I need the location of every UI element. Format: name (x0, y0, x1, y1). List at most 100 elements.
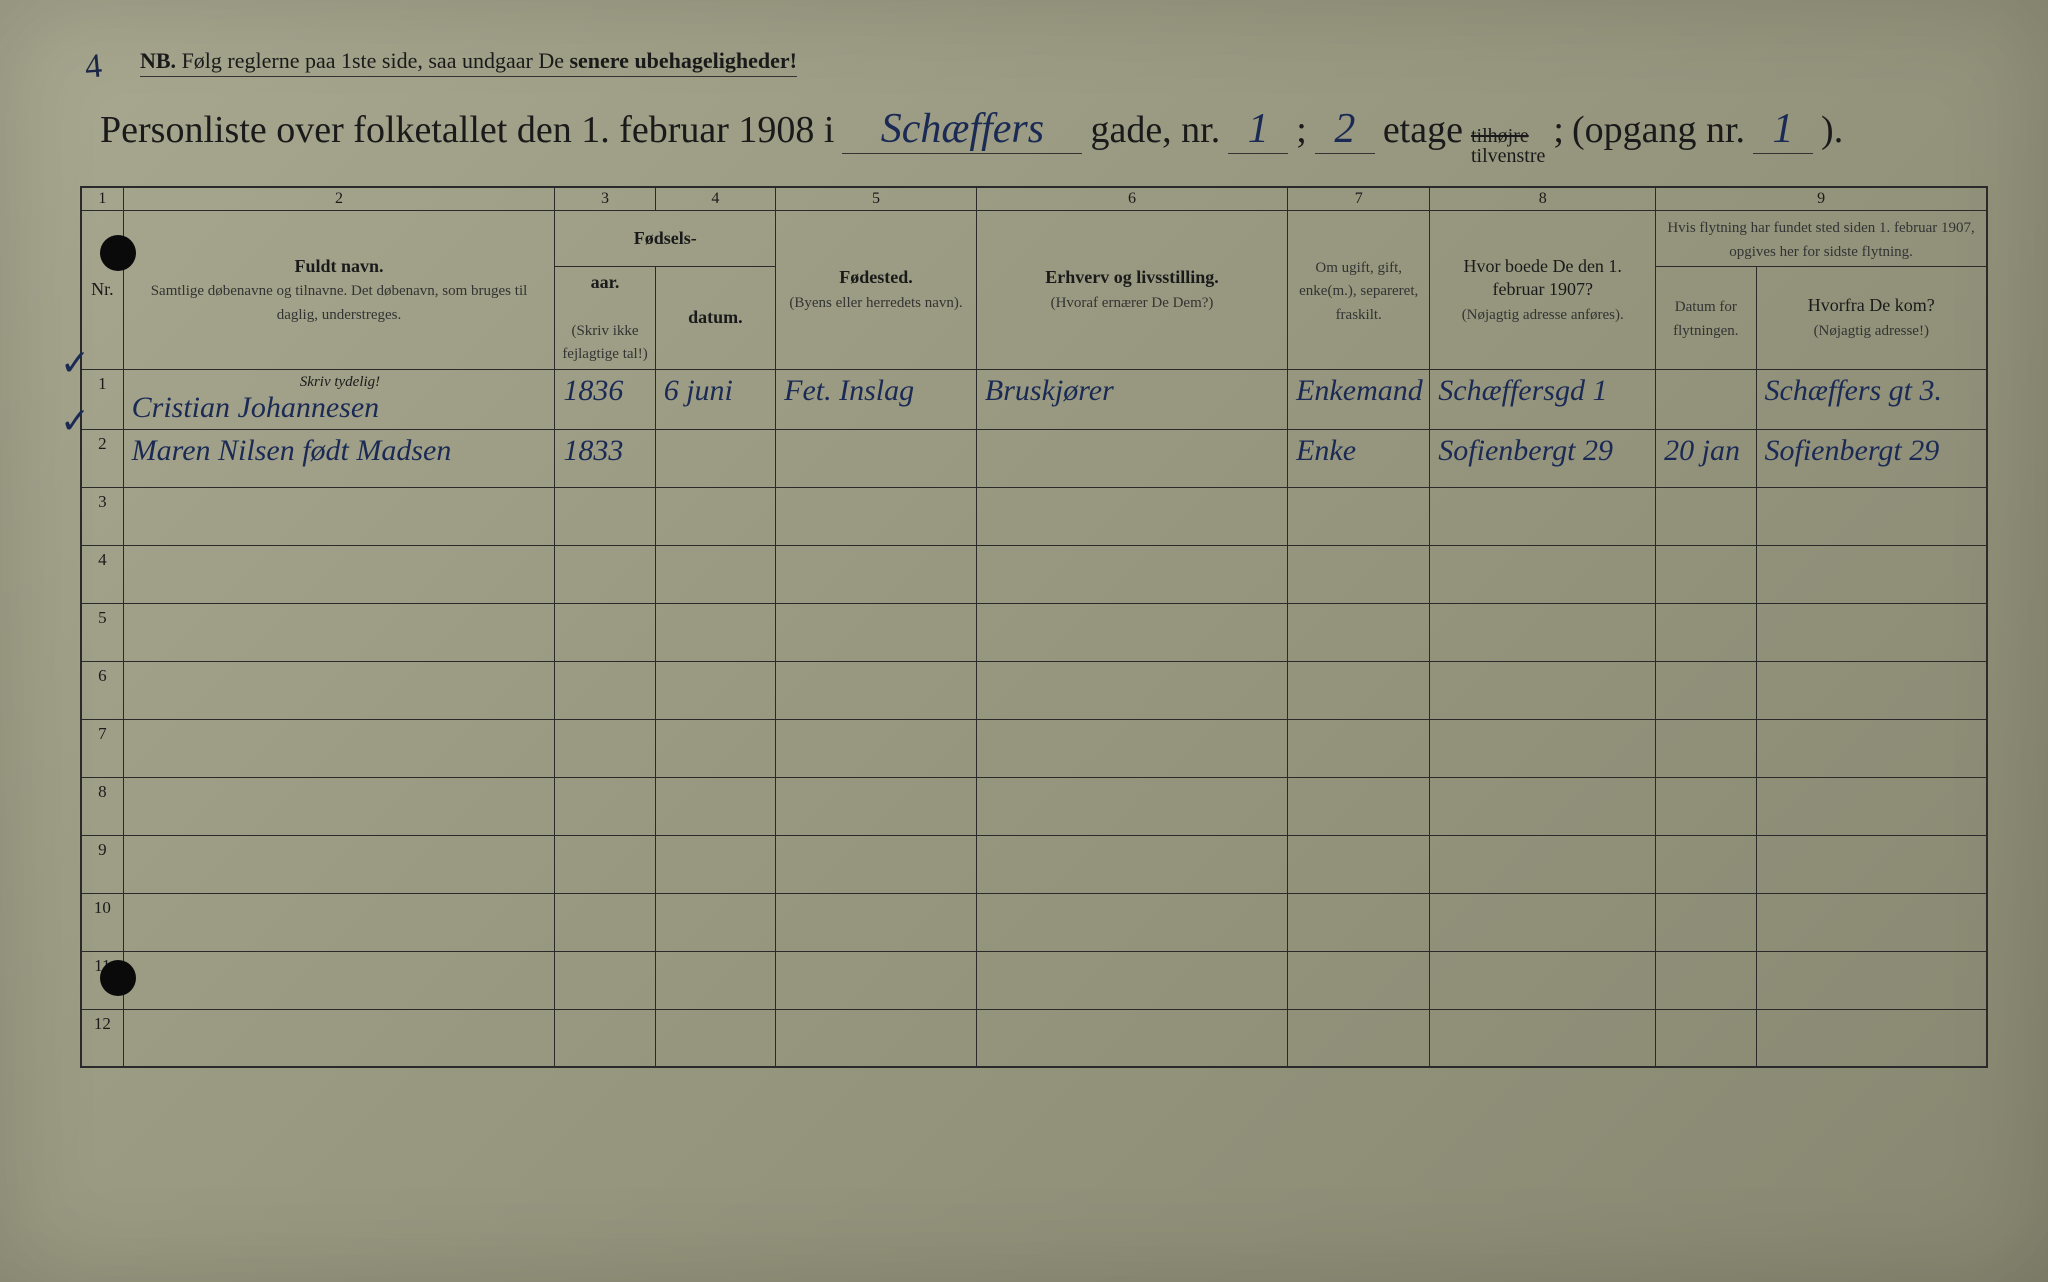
cell-addr1907 (1430, 545, 1656, 603)
cell-occupation: Bruskjører (976, 369, 1287, 429)
cell-occupation (976, 951, 1287, 1009)
cell-status (1288, 487, 1430, 545)
cell-addr1907: Sofienbergt 29 (1430, 429, 1656, 487)
cell-name (123, 835, 555, 893)
cell-movefrom: Schæffers gt 3. (1756, 369, 1987, 429)
cell-birthplace (776, 951, 977, 1009)
cell-occupation (976, 545, 1287, 603)
cell-status (1288, 1009, 1430, 1067)
cell-name: Maren Nilsen født Madsen (123, 429, 555, 487)
table-body: 1 Skriv tydelig!Cristian Johannesen 1836… (81, 369, 1987, 1067)
table-row: 2 Maren Nilsen født Madsen 1833 Enke Sof… (81, 429, 1987, 487)
cell-status (1288, 719, 1430, 777)
cell-name (123, 1009, 555, 1067)
cell-nr: 8 (81, 777, 123, 835)
cell-name (123, 603, 555, 661)
cell-date (655, 835, 775, 893)
form-title-line: Personliste over folketallet den 1. febr… (100, 105, 1988, 166)
cell-movedate (1656, 835, 1756, 893)
cell-movedate (1656, 545, 1756, 603)
cell-occupation (976, 1009, 1287, 1067)
colnum-2: 2 (123, 187, 555, 211)
hdr-fodested: Fødested. (Byens eller herredets navn). (776, 211, 977, 370)
table-row: 6 (81, 661, 1987, 719)
hdr-fodested-sub: (Byens eller herredets navn). (789, 295, 962, 311)
cell-year (555, 951, 655, 1009)
cell-movefrom (1756, 893, 1987, 951)
etage-label: etage (1383, 108, 1463, 152)
cell-date (655, 719, 775, 777)
cell-status: Enke (1288, 429, 1430, 487)
cell-nr: 6 (81, 661, 123, 719)
table-row: 10 (81, 893, 1987, 951)
gade-number: 1 (1228, 105, 1288, 154)
street-name: Schæffers (842, 105, 1082, 154)
cell-occupation (976, 661, 1287, 719)
table-row: 11 (81, 951, 1987, 1009)
nb-prefix: NB. (140, 48, 176, 73)
cell-movedate (1656, 661, 1756, 719)
table-row: 7 (81, 719, 1987, 777)
cell-year (555, 603, 655, 661)
table-row: 1 Skriv tydelig!Cristian Johannesen 1836… (81, 369, 1987, 429)
cell-nr: 5 (81, 603, 123, 661)
hdr-movefrom-sub: (Nøjagtig adresse!) (1814, 323, 1929, 339)
nb-body: Følg reglerne paa 1ste side, saa undgaar… (182, 48, 564, 73)
cell-movefrom (1756, 545, 1987, 603)
table-row: 9 (81, 835, 1987, 893)
cell-birthplace (776, 545, 977, 603)
cell-date (655, 487, 775, 545)
hdr-datum-text: datum. (688, 307, 743, 327)
cell-year: 1833 (555, 429, 655, 487)
hdr-moved-text: Hvis flytning har fundet sted siden 1. f… (1667, 220, 1974, 260)
cell-year (555, 835, 655, 893)
colnum-5: 5 (776, 187, 977, 211)
cell-occupation (976, 835, 1287, 893)
colnum-6: 6 (976, 187, 1287, 211)
cell-occupation (976, 719, 1287, 777)
hdr-erhverv-title: Erhverv og livsstilling. (1045, 267, 1219, 287)
cell-movefrom (1756, 603, 1987, 661)
tilvenstre: tilvenstre (1471, 145, 1545, 167)
cell-year (555, 661, 655, 719)
cell-movedate (1656, 719, 1756, 777)
cell-nr: 4 (81, 545, 123, 603)
cell-movefrom (1756, 835, 1987, 893)
hdr-fodested-title: Fødested. (839, 267, 913, 287)
cell-name (123, 661, 555, 719)
hdr-fodsels-text: Fødsels- (634, 228, 697, 248)
cell-year (555, 487, 655, 545)
cell-movedate (1656, 951, 1756, 1009)
cell-addr1907 (1430, 835, 1656, 893)
cell-occupation (976, 893, 1287, 951)
hdr-aar-sub: (Skriv ikke fejlagtige tal!) (562, 323, 647, 363)
title-separator: ; (1296, 108, 1307, 152)
hdr-movedate: Datum for flytningen. (1656, 267, 1756, 370)
cell-birthplace (776, 661, 977, 719)
cell-date (655, 429, 775, 487)
cell-birthplace (776, 1009, 977, 1067)
cell-addr1907 (1430, 951, 1656, 1009)
hdr-fodsels: Fødsels- (555, 211, 776, 267)
cell-addr1907 (1430, 661, 1656, 719)
cell-birthplace (776, 429, 977, 487)
cell-date (655, 893, 775, 951)
cell-addr1907 (1430, 603, 1656, 661)
title-prefix: Personliste over folketallet den 1. febr… (100, 108, 834, 152)
punch-hole-bottom (100, 960, 136, 996)
cell-movefrom (1756, 951, 1987, 1009)
cell-year (555, 893, 655, 951)
cell-addr1907: Schæffersgd 1 (1430, 369, 1656, 429)
cell-name (123, 893, 555, 951)
cell-name (123, 545, 555, 603)
hdr-status: Om ugift, gift, enke(m.), separeret, fra… (1288, 211, 1430, 370)
cell-date (655, 1009, 775, 1067)
cell-name: Skriv tydelig!Cristian Johannesen (123, 369, 555, 429)
opgang-label: (opgang nr. (1572, 108, 1745, 152)
cell-year: 1836 (555, 369, 655, 429)
table-row: 5 (81, 603, 1987, 661)
hdr-addr1907: Hvor boede De den 1. februar 1907? (Nøja… (1430, 211, 1656, 370)
table-row: 12 (81, 1009, 1987, 1067)
cell-occupation (976, 429, 1287, 487)
cell-nr: 7 (81, 719, 123, 777)
